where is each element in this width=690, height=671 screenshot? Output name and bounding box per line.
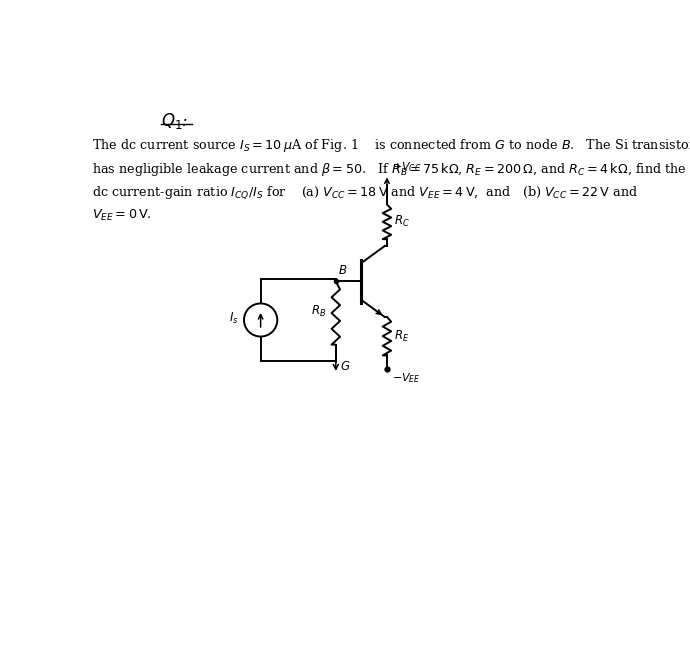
Text: dc current-gain ratio $I_{CQ}/I_S$ for    (a) $V_{CC} = 18\,\mathrm{V}$ and $V_{: dc current-gain ratio $I_{CQ}/I_S$ for (… xyxy=(92,185,638,201)
Text: $V_{EE} = 0\,\mathrm{V}$.: $V_{EE} = 0\,\mathrm{V}$. xyxy=(92,208,152,223)
Text: The dc current source $I_S = 10\,\mu$A of Fig. 1    is connected from $G$ to nod: The dc current source $I_S = 10\,\mu$A o… xyxy=(92,138,690,154)
Text: $B$: $B$ xyxy=(338,264,348,277)
Text: $R_E$: $R_E$ xyxy=(394,329,409,344)
Text: $-V_{EE}$: $-V_{EE}$ xyxy=(393,371,421,384)
Text: $R_C$: $R_C$ xyxy=(394,214,410,229)
Text: $R_B$: $R_B$ xyxy=(311,304,326,319)
Text: has negligible leakage current and $\beta = 50$.   If $R_B = 75\,\mathrm{k}\Omeg: has negligible leakage current and $\bet… xyxy=(92,161,687,178)
Text: $Q_1$:: $Q_1$: xyxy=(161,111,189,131)
Text: $+V_{CC}$: $+V_{CC}$ xyxy=(393,160,422,174)
Text: $I_s$: $I_s$ xyxy=(229,311,239,326)
Text: $G$: $G$ xyxy=(340,360,351,373)
